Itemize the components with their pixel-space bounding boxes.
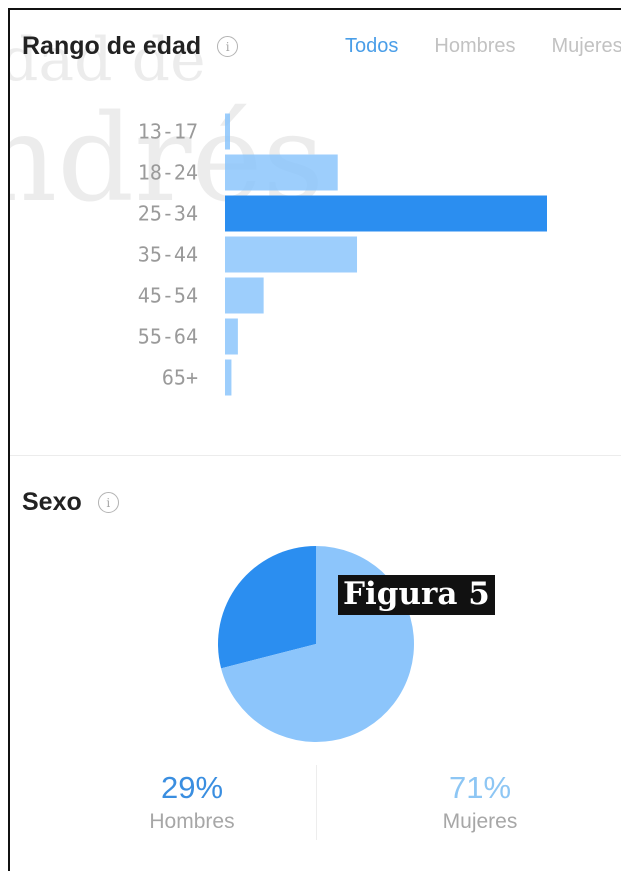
age-range-bar-chart: 13-17 18-24 25-34 35-44 45-54 55-64 65+ <box>138 113 547 396</box>
section-divider <box>10 455 621 456</box>
women-stat: 71% Mujeres <box>400 770 560 834</box>
insights-panel: dad de ndrés Rango de edad i Todos Hombr… <box>8 8 621 871</box>
tab-mujeres[interactable]: Mujeres <box>551 35 621 57</box>
age-tick-label: 13-17 <box>138 120 198 144</box>
age-bar <box>225 113 230 150</box>
stat-divider <box>316 765 317 840</box>
age-tick-label: 55-64 <box>138 325 198 349</box>
gender-title: Sexo i <box>22 488 119 517</box>
gender-pie-chart <box>218 546 414 742</box>
women-percentage: 71% <box>448 770 512 805</box>
age-bar <box>225 236 358 273</box>
info-icon[interactable]: i <box>217 36 239 57</box>
age-bar <box>225 195 547 232</box>
men-stat: 29% Hombres <box>112 770 272 834</box>
age-bar <box>225 359 232 396</box>
age-tick-label: 35-44 <box>138 243 198 267</box>
tab-hombres[interactable]: Hombres <box>434 35 516 57</box>
men-label: Hombres <box>149 810 235 833</box>
age-tick-label: 45-54 <box>138 284 198 308</box>
women-label: Mujeres <box>442 810 518 833</box>
age-tick-label: 25-34 <box>138 202 198 226</box>
age-filter-tabs: Todos Hombres Mujeres <box>345 35 621 58</box>
age-range-title-text: Rango de edad <box>22 32 202 60</box>
gender-title-text: Sexo <box>22 488 82 516</box>
age-tick-label: 65+ <box>162 366 198 390</box>
tab-todos[interactable]: Todos <box>345 35 399 57</box>
pie-slice-hombres <box>218 546 316 669</box>
age-tick-label: 18-24 <box>138 161 198 185</box>
info-icon[interactable]: i <box>97 492 119 513</box>
age-bar <box>225 318 238 355</box>
age-range-title: Rango de edad i <box>22 32 239 61</box>
age-bar <box>225 277 264 314</box>
age-bar <box>225 154 338 191</box>
figure-label: Figura 5 <box>338 575 495 615</box>
men-percentage: 29% <box>160 770 224 805</box>
